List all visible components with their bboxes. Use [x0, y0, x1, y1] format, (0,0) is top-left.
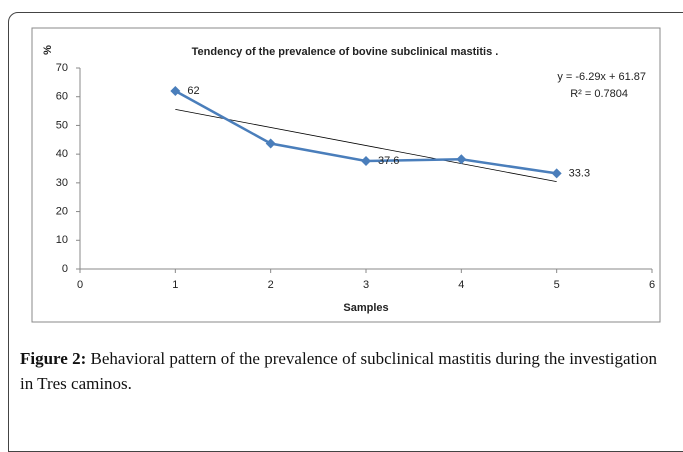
- caption: Figure 2: Behavioral pattern of the prev…: [20, 346, 672, 396]
- data-label: 37.6: [378, 155, 399, 167]
- x-tick-label: 1: [172, 279, 178, 291]
- y-tick-label: 10: [56, 234, 68, 246]
- marker: [361, 156, 371, 167]
- x-tick-label: 5: [554, 279, 560, 291]
- data-label: 62: [187, 85, 199, 97]
- y-tick-label: 20: [56, 205, 68, 217]
- trendline: [175, 109, 557, 183]
- x-tick-label: 2: [268, 279, 274, 291]
- y-tick-label: 0: [62, 263, 68, 275]
- x-tick-label: 4: [458, 279, 464, 291]
- caption-label: Figure 2:: [20, 349, 87, 368]
- marker: [551, 168, 562, 179]
- marker: [456, 154, 467, 165]
- page: Tendency of the prevalence of bovine sub…: [8, 12, 683, 452]
- y-tick-label: 30: [56, 177, 68, 189]
- marker: [265, 138, 276, 149]
- y-axis-label: %: [42, 45, 54, 55]
- trend-r2: R² = 0.7804: [570, 88, 628, 100]
- x-axis-label: Samples: [343, 302, 388, 314]
- chart-title: Tendency of the prevalence of bovine sub…: [192, 46, 499, 58]
- x-tick-label: 6: [649, 279, 655, 291]
- data-label: 33.3: [569, 167, 590, 179]
- caption-text: Behavioral pattern of the prevalence of …: [20, 349, 658, 393]
- x-tick-label: 0: [77, 279, 83, 291]
- trend-equation: y = -6.29x + 61.87: [557, 71, 646, 83]
- y-tick-label: 70: [56, 62, 68, 74]
- chart: Tendency of the prevalence of bovine sub…: [31, 27, 661, 323]
- y-tick-label: 50: [56, 119, 68, 131]
- y-tick-label: 40: [56, 148, 68, 160]
- marker: [170, 85, 181, 96]
- x-tick-label: 3: [363, 279, 369, 291]
- y-tick-label: 60: [56, 91, 68, 103]
